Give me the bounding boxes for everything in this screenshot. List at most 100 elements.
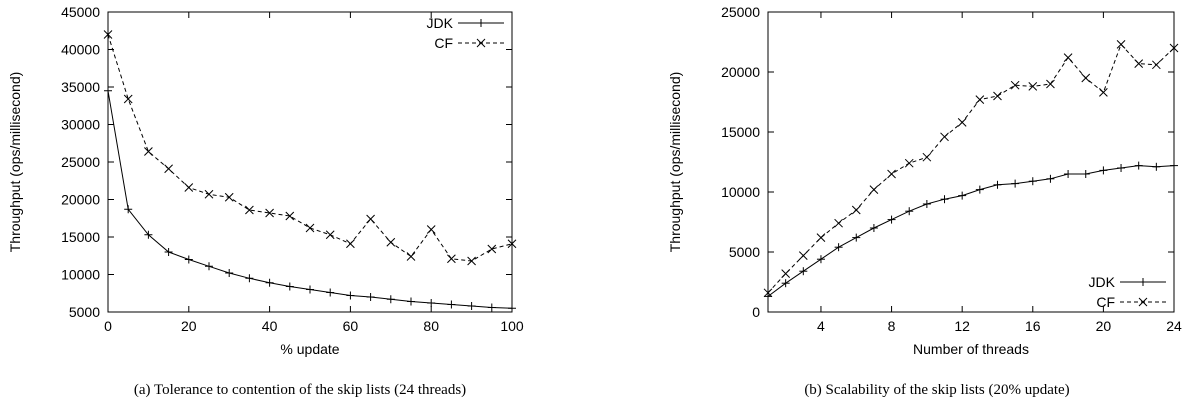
data-point — [487, 244, 497, 254]
chart-b-scalability: 0 5000 10000 15000 20000 25000 4 8 12 16 20 24 Numbe… — [667, 4, 1182, 357]
series-line-cf — [767, 43, 1175, 294]
caption-a: (a) Tolerance to contention of the skip … — [133, 382, 467, 398]
series-jdk — [764, 161, 1178, 301]
data-point — [1151, 60, 1161, 70]
data-point — [104, 86, 112, 95]
y-tick-label: 5000 — [69, 304, 100, 320]
data-point — [799, 267, 808, 276]
data-point — [834, 243, 843, 252]
data-point — [1028, 177, 1037, 186]
data-point — [1152, 162, 1161, 171]
data-point — [993, 91, 1002, 101]
data-point — [205, 262, 213, 271]
y-tick-label: 20000 — [721, 64, 760, 80]
data-point — [975, 185, 984, 194]
data-point — [508, 304, 516, 313]
data-point — [366, 214, 375, 224]
y-tick-label: 5000 — [729, 244, 760, 260]
data-point — [975, 95, 985, 104]
legend: JDK CF — [427, 15, 504, 51]
legend-label-cf: CF — [434, 35, 453, 51]
data-point — [306, 285, 314, 294]
y-tick-label: 10000 — [721, 184, 760, 200]
y-tick-label: 20000 — [61, 192, 100, 208]
series-cf — [103, 30, 517, 266]
x-tick-label: 4 — [817, 318, 825, 334]
data-point — [407, 297, 415, 306]
x-tick-label: 20 — [1096, 318, 1112, 334]
data-point — [1170, 161, 1178, 170]
data-point — [366, 293, 375, 301]
x-axis-label: % update — [280, 341, 339, 357]
data-point — [763, 288, 773, 298]
data-point — [285, 282, 294, 291]
plot-frame — [767, 11, 1175, 313]
x-tick-label: 60 — [343, 318, 359, 334]
data-point — [1169, 43, 1179, 53]
data-point — [487, 303, 496, 312]
data-point — [467, 256, 476, 266]
x-tick-label: 20 — [181, 318, 197, 334]
data-point — [1099, 166, 1108, 175]
data-point — [834, 218, 843, 228]
data-point — [184, 255, 193, 264]
y-axis-label: Throughput (ops/millisecond) — [7, 72, 23, 253]
data-point — [144, 147, 153, 156]
data-point — [386, 295, 395, 304]
data-point — [507, 239, 517, 249]
data-point — [386, 237, 396, 247]
legend-label-cf: CF — [1096, 294, 1115, 310]
y-tick-label: 45000 — [61, 4, 100, 20]
series-line-cf — [107, 34, 513, 262]
data-point — [798, 251, 808, 260]
data-point — [993, 180, 1002, 189]
plot-frame — [107, 11, 513, 313]
data-point — [406, 252, 416, 261]
x-tick-label: 8 — [888, 318, 896, 334]
y-tick-label: 0 — [752, 304, 760, 320]
x-tick-label: 100 — [500, 318, 524, 334]
data-point — [225, 269, 234, 277]
data-point — [816, 233, 826, 242]
x-tick-label: 40 — [262, 318, 278, 334]
x-tick-label: 12 — [954, 318, 970, 334]
data-point — [905, 207, 914, 216]
data-point — [869, 224, 878, 232]
legend-marker-jdk — [477, 19, 485, 27]
data-point — [869, 185, 879, 194]
x-tick-label: 0 — [104, 318, 112, 334]
x-axis-label: Number of threads — [913, 341, 1029, 357]
data-point — [204, 189, 214, 199]
series-jdk — [104, 86, 516, 313]
x-tick-label: 16 — [1025, 318, 1041, 334]
data-point — [1081, 170, 1090, 178]
data-point — [940, 195, 949, 204]
data-point — [346, 239, 355, 249]
data-point — [1063, 53, 1073, 62]
data-point — [346, 291, 355, 300]
legend: JDK CF — [1089, 274, 1166, 310]
data-point — [325, 230, 335, 240]
data-point — [781, 269, 791, 278]
data-point — [1028, 82, 1038, 91]
data-point — [245, 274, 254, 283]
data-point — [224, 192, 234, 202]
legend-label-jdk: JDK — [1089, 274, 1116, 290]
data-point — [816, 255, 825, 264]
legend-label-jdk: JDK — [427, 15, 454, 31]
data-point — [164, 248, 173, 256]
data-point — [305, 223, 315, 233]
data-point — [326, 288, 335, 297]
data-point — [467, 302, 476, 310]
data-point — [285, 211, 295, 221]
chart-a-contention: 5000 10000 15000 20000 25000 30000 35000 40000 4… — [7, 4, 524, 357]
caption-b: (b) Scalability of the skip lists (20% u… — [804, 382, 1070, 398]
data-point — [245, 205, 254, 215]
series-cf — [763, 40, 1179, 298]
data-point — [265, 208, 274, 218]
data-point — [103, 30, 113, 39]
data-point — [1046, 79, 1055, 89]
data-point — [1081, 73, 1091, 83]
data-point — [887, 169, 896, 179]
data-point — [957, 118, 967, 127]
